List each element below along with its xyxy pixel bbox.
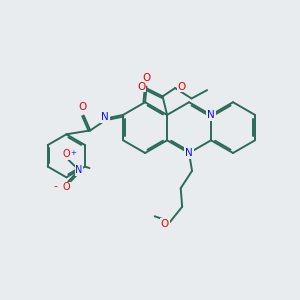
Text: N: N [207,110,215,120]
Text: O: O [63,149,70,159]
Text: -: - [54,181,58,191]
Text: O: O [63,182,70,193]
Text: O: O [137,82,145,92]
Text: O: O [142,73,151,83]
Text: N: N [185,148,193,158]
Text: O: O [161,219,169,229]
Text: O: O [178,82,186,92]
Text: N: N [101,112,109,122]
Text: +: + [70,150,76,156]
Text: N: N [75,165,83,175]
Text: O: O [78,102,86,112]
